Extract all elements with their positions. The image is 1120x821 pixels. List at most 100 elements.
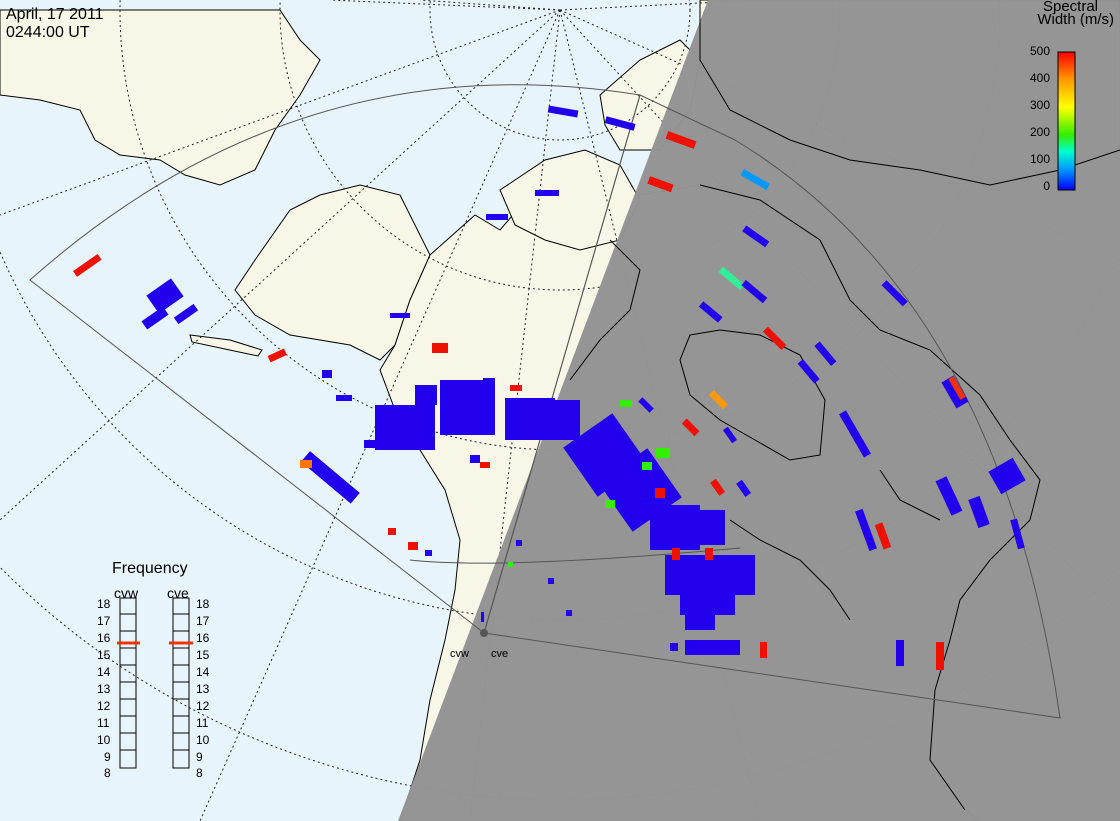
echo <box>896 640 904 666</box>
echo <box>267 348 287 363</box>
echo <box>655 488 665 498</box>
echo <box>408 542 418 550</box>
echo <box>670 643 678 651</box>
echo <box>535 190 559 196</box>
echo <box>647 176 674 193</box>
freq-tick-right: 16 <box>196 631 210 645</box>
echo <box>548 578 554 584</box>
echo <box>814 341 837 366</box>
echo <box>941 375 969 409</box>
echo <box>545 400 580 440</box>
freq-tick-left: 16 <box>97 631 111 645</box>
echo <box>146 278 184 314</box>
colorbar-title: Spectral <box>1042 0 1098 15</box>
echo <box>988 457 1026 495</box>
colorbar-tick: 500 <box>1029 44 1050 58</box>
echo <box>425 550 432 556</box>
freq-tick-right: 14 <box>196 665 210 679</box>
colorbar-tick: 400 <box>1029 71 1050 85</box>
echo <box>642 462 652 470</box>
freq-tick-left: 10 <box>97 733 111 747</box>
freq-tick-left: 11 <box>97 716 110 730</box>
colorbar-tick: 0 <box>1043 179 1050 193</box>
freq-tick-left: 9 <box>104 750 111 764</box>
echo <box>710 478 726 496</box>
freq-tick-right: 17 <box>196 614 210 628</box>
echo <box>685 640 740 655</box>
freq-tick-left: 13 <box>97 682 111 696</box>
echo <box>948 376 966 400</box>
date-label: April, 17 2011 <box>6 6 104 23</box>
echo <box>722 426 738 444</box>
echo <box>698 301 723 323</box>
echo <box>742 225 770 248</box>
echo <box>968 495 990 529</box>
echo <box>705 548 713 560</box>
radar-label-cve: cve <box>167 585 189 601</box>
land-siberia <box>0 9 321 186</box>
echo <box>936 642 944 670</box>
echo <box>797 359 820 384</box>
radar-label-cvw: cvw <box>114 585 139 601</box>
echo <box>480 462 490 468</box>
site-label-cve: cve <box>491 648 509 660</box>
echo <box>605 500 615 508</box>
site-label-cvw: cvw <box>450 648 469 660</box>
colorbar-units: Width (m/s) <box>1037 11 1114 28</box>
freq-tick-left: 15 <box>97 648 111 662</box>
echo <box>1010 518 1025 550</box>
freq-tick-right: 15 <box>196 648 210 662</box>
freq-tick-left: 18 <box>97 597 111 611</box>
freq-tick-right: 18 <box>196 597 210 611</box>
freq-tick-left: 8 <box>104 766 111 780</box>
freq-tick-right: 10 <box>196 733 210 747</box>
echo <box>388 528 396 535</box>
scatter-echoes <box>72 105 1026 670</box>
echo <box>336 395 352 401</box>
freq-tick-right: 12 <box>196 699 210 713</box>
echo <box>440 380 495 435</box>
echo <box>665 131 697 149</box>
echo <box>566 610 572 616</box>
colorbar-tick: 100 <box>1029 152 1050 166</box>
echo <box>736 479 752 497</box>
echo <box>855 508 877 552</box>
echo <box>650 505 700 550</box>
echo <box>741 279 768 304</box>
colorbar-tick: 300 <box>1029 98 1050 112</box>
freq-tick-left: 14 <box>97 665 111 679</box>
freq-tick-right: 11 <box>196 716 209 730</box>
freq-tick-right: 13 <box>196 682 210 696</box>
echo <box>760 642 767 658</box>
frequency-panel <box>117 597 193 769</box>
echo <box>604 116 636 131</box>
time-label: 0244:00 UT <box>6 24 90 41</box>
echo <box>681 418 700 437</box>
freq-bar-cvw <box>119 597 137 769</box>
echo <box>364 440 378 448</box>
echo <box>432 343 448 353</box>
echo <box>638 397 654 413</box>
echo <box>839 410 871 458</box>
echo <box>508 562 513 567</box>
land-aleutians <box>189 334 263 357</box>
echo <box>656 448 670 458</box>
colorbar-tick: 200 <box>1029 125 1050 139</box>
echo <box>483 378 495 388</box>
echo <box>510 385 522 391</box>
echo <box>72 253 102 277</box>
echo <box>300 460 312 468</box>
echo <box>516 540 522 546</box>
colorbar-scale <box>1057 51 1076 191</box>
frequency-title: Frequency <box>112 560 188 577</box>
echo <box>481 612 484 622</box>
echo <box>415 385 437 405</box>
echo <box>547 105 579 118</box>
echo <box>322 370 332 378</box>
echo <box>708 390 728 410</box>
echo <box>935 476 963 516</box>
echo <box>300 451 360 504</box>
echo <box>672 548 680 560</box>
